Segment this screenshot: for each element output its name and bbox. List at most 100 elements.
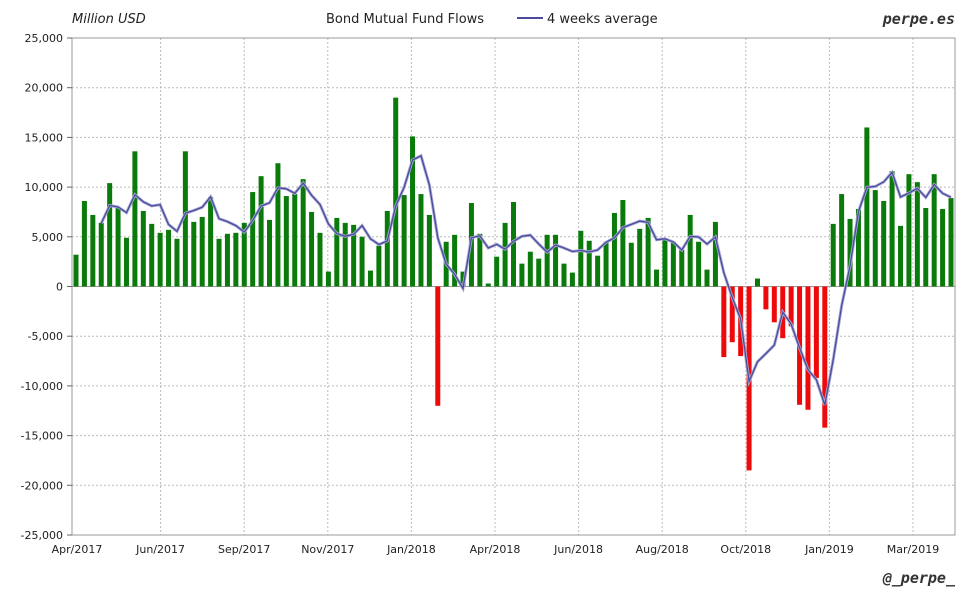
watermark-top: perpe.es	[882, 10, 955, 28]
bar	[107, 183, 113, 287]
bar	[611, 212, 617, 287]
bar	[157, 232, 163, 287]
x-axis: Apr/2017 Jun/2017 Sep/2017 Nov/2017 Jan/2018…	[52, 543, 940, 556]
bar	[292, 194, 298, 287]
bar	[384, 210, 390, 287]
bar	[822, 286, 828, 428]
bar	[637, 228, 643, 287]
average-line	[99, 153, 952, 406]
bar	[376, 245, 382, 287]
bar	[788, 286, 794, 327]
bar	[309, 211, 315, 287]
bar	[452, 234, 458, 287]
bar	[359, 236, 365, 287]
y-tick-label: 25,000	[25, 32, 64, 45]
x-tick-label: Sep/2017	[218, 543, 270, 556]
bar	[662, 238, 668, 287]
bar	[149, 223, 155, 287]
bar	[704, 269, 710, 287]
bar	[898, 225, 904, 287]
watermark-bottom: @_perpe_	[882, 569, 956, 587]
x-tick-label: Apr/2018	[470, 543, 521, 556]
bars	[73, 97, 954, 471]
bar	[654, 269, 660, 287]
bar	[275, 163, 281, 287]
bar	[889, 171, 895, 287]
bar	[191, 221, 197, 287]
bar	[923, 207, 929, 287]
bar	[569, 272, 575, 287]
bar	[494, 256, 500, 287]
bar	[527, 251, 533, 287]
bar	[872, 190, 878, 287]
bar	[679, 249, 685, 287]
bar	[830, 223, 836, 287]
x-tick-label: Jan/2018	[386, 543, 436, 556]
bar	[645, 217, 651, 287]
y-tick-label: -5,000	[28, 330, 63, 343]
bar	[544, 234, 550, 287]
bar	[687, 214, 693, 287]
x-tick-label: Oct/2018	[720, 543, 771, 556]
bar	[81, 201, 87, 287]
bar	[233, 232, 239, 287]
x-tick-label: Mar/2019	[887, 543, 939, 556]
bar	[460, 271, 466, 287]
x-tick-label: Jan/2019	[804, 543, 854, 556]
bar	[729, 286, 735, 343]
bar	[477, 233, 483, 287]
bar	[334, 217, 340, 287]
y-tick-label: -25,000	[21, 529, 63, 542]
bar	[721, 286, 727, 358]
bar	[561, 263, 567, 287]
bar	[401, 195, 407, 287]
bar	[325, 271, 331, 287]
y-tick-label: -15,000	[21, 430, 63, 443]
bar	[864, 127, 870, 287]
bar	[123, 237, 129, 287]
bar	[140, 210, 146, 287]
bar	[241, 222, 247, 287]
bar	[696, 241, 702, 287]
bar	[805, 286, 811, 410]
bar	[300, 179, 306, 287]
bar	[620, 200, 626, 287]
bar	[754, 278, 760, 287]
y-tick-label: 20,000	[25, 82, 64, 95]
bar	[283, 196, 289, 287]
y-axis: 25,000 20,000 15,000 10,000 5,000 0 -5,000 -10,…	[21, 32, 72, 542]
bar	[855, 208, 861, 287]
bar	[485, 283, 491, 287]
bar	[519, 263, 525, 287]
bar	[418, 194, 424, 287]
average-line-path	[100, 154, 952, 406]
legend-label: 4 weeks average	[547, 12, 658, 27]
bar	[115, 206, 121, 287]
bar	[578, 230, 584, 287]
x-tick-label: Aug/2018	[636, 543, 689, 556]
bar	[342, 222, 348, 287]
bar	[435, 286, 441, 406]
y-tick-label: -20,000	[21, 479, 63, 492]
bar	[90, 214, 96, 287]
bar	[426, 214, 432, 287]
bar	[712, 221, 718, 287]
y-tick-label: 5,000	[32, 231, 64, 244]
bar	[166, 229, 172, 287]
bar	[73, 254, 79, 287]
bar	[553, 234, 559, 287]
y-tick-label: 0	[56, 281, 63, 294]
bar	[98, 222, 104, 287]
chart-title: Bond Mutual Fund Flows	[326, 12, 484, 27]
bar	[595, 255, 601, 287]
bar	[224, 233, 230, 287]
bar	[174, 238, 180, 287]
bar	[906, 174, 912, 287]
bar	[628, 242, 634, 287]
y-tick-label: 10,000	[25, 181, 64, 194]
bar	[948, 198, 954, 287]
bar	[410, 136, 416, 287]
bar	[502, 222, 508, 287]
bar	[603, 241, 609, 287]
y-tick-label: 15,000	[25, 131, 64, 144]
